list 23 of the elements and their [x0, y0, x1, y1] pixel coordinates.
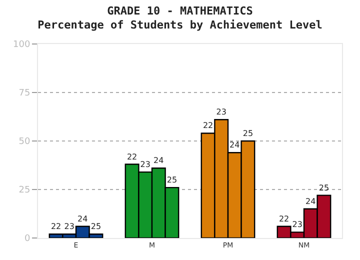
y-tick-label: 75	[18, 88, 30, 99]
text: 25	[242, 129, 254, 138]
series-label: 25	[90, 222, 102, 232]
y-tick-label: 100	[13, 40, 30, 50]
text: 22	[126, 152, 138, 162]
text: 25	[166, 176, 178, 185]
y-tick-label: 25	[18, 186, 30, 196]
chart-title: GRADE 10 - MATHEMATICS	[107, 4, 253, 18]
series-label: 24	[78, 214, 88, 224]
text: 22	[202, 121, 214, 130]
text: 23	[216, 108, 226, 117]
text: 24	[154, 156, 164, 166]
series-label: 22	[50, 222, 62, 232]
text: 24	[230, 140, 240, 150]
text: 25	[318, 183, 330, 192]
y-tick-label: 50	[18, 137, 30, 148]
series-label: 23	[64, 222, 74, 232]
text: 23	[292, 220, 302, 230]
text: 22	[278, 214, 290, 224]
text: 24	[306, 196, 316, 206]
text: 23	[140, 160, 150, 170]
chart-subtitle: Percentage of Students by Achievement Level	[38, 18, 322, 32]
y-tick-label: 0	[24, 234, 30, 244]
